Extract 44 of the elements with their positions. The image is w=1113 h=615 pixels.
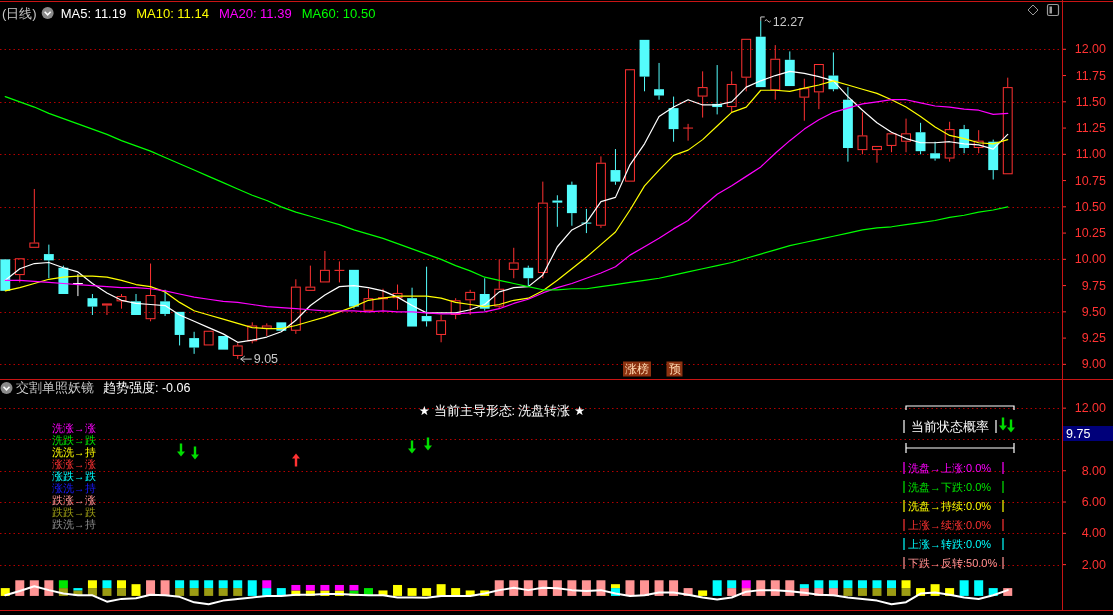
annotation: 9.05 xyxy=(253,352,279,367)
annotation: 上涨→转跌:0.0% xyxy=(908,538,992,550)
chart-title: (日线) xyxy=(2,5,37,21)
y-tick-label: 4.00 xyxy=(1081,526,1107,541)
annotation: 上涨→续涨:0.0% xyxy=(908,519,992,531)
annotation: 下跌→反转:50.0% xyxy=(908,557,998,569)
y-tick-label: 11.00 xyxy=(1075,147,1107,162)
legend-label: 涨洗→持 xyxy=(52,482,96,494)
text: 跌跌→跌 xyxy=(52,506,96,518)
y-tick-label: 11.50 xyxy=(1075,94,1107,109)
text: 洗涨→涨 xyxy=(52,422,96,434)
annotation: 洗盘→持续:0.0% xyxy=(908,500,992,512)
text: MA20: 11.39 xyxy=(218,5,292,21)
y-tick-label: 11.75 xyxy=(1075,68,1107,83)
text: MA60: 10.50 xyxy=(301,5,376,21)
y-tick-label: 10.25 xyxy=(1074,226,1107,241)
legend-label: MA5: 11.19 xyxy=(60,5,127,21)
legend-label: 跌洗→持 xyxy=(52,518,96,530)
y-tick-label: 9.50 xyxy=(1081,304,1107,319)
y-tick-label: 9.25 xyxy=(1081,331,1107,346)
text: 洗跌→跌 xyxy=(52,434,96,446)
y-tick-label: 12.00 xyxy=(1074,401,1107,416)
y-tick-label: 9.75 xyxy=(1081,278,1107,293)
annotation: 12.27 xyxy=(772,14,805,29)
y-tick-label: 12.00 xyxy=(1074,42,1107,57)
text: 洗洗→持 xyxy=(52,446,96,458)
y-tick-label: 8.00 xyxy=(1081,463,1107,478)
y-tick-label: 10.75 xyxy=(1074,173,1107,188)
annotation: 洗盘→上涨:0.0% xyxy=(908,462,992,474)
annotation: 当前状态概率 xyxy=(911,419,989,434)
text: 跌涨→涨 xyxy=(52,494,96,506)
annotation: 洗盘→下跌:0.0% xyxy=(908,481,992,493)
y-tick-label: 6.00 xyxy=(1081,495,1107,510)
y-tick-label: 9.00 xyxy=(1081,357,1107,372)
chart-subtitle: 趋势强度: -0.06 xyxy=(103,380,191,395)
chart-title: 交割单照妖镜 xyxy=(16,380,94,395)
text: 涨跌→跌 xyxy=(52,470,96,482)
legend-label: 涨涨→涨 xyxy=(52,458,96,470)
y-tick-label: 10.50 xyxy=(1074,199,1107,214)
y-tick-label: 11.25 xyxy=(1075,121,1107,136)
text: MA10: 11.14 xyxy=(136,5,209,21)
annotation: ★ 当前主导形态: 洗盘转涨 ★ xyxy=(418,403,586,418)
y-tick-label: 10.00 xyxy=(1074,252,1107,267)
y-tick-label: 2.00 xyxy=(1081,557,1107,572)
